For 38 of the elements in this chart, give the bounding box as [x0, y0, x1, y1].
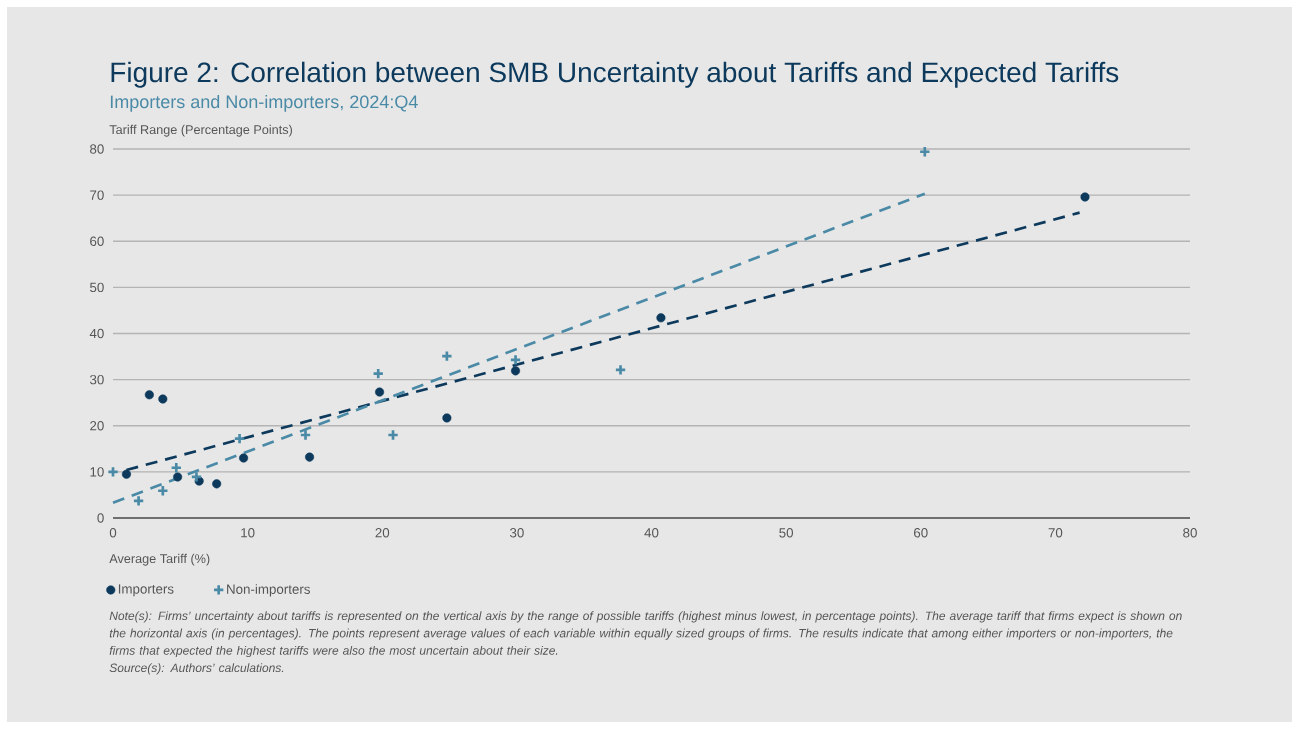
point: [656, 313, 666, 323]
x-tick-label: 80: [1183, 528, 1197, 538]
x-tick-label: 30: [509, 528, 524, 538]
y-tick-label: 20: [90, 421, 104, 431]
legend-label: Non-importers: [227, 584, 310, 597]
y-tick-label: 30: [89, 374, 104, 385]
point: [442, 413, 452, 423]
y-tick-label: 50: [90, 282, 104, 293]
point: [511, 366, 521, 376]
y-tick-label: 0: [97, 513, 104, 523]
x-tick-label: 10: [241, 528, 255, 538]
y-tick-label: 60: [90, 236, 104, 246]
x-tick-label: 40: [644, 528, 659, 538]
legend-label: Importers: [118, 584, 174, 597]
point: [212, 479, 222, 489]
x-axis-title: Average Tariff (%): [109, 553, 210, 566]
x-tick-label: 20: [375, 528, 390, 538]
chart-subtitle: Importers and Non-importers, 2024:Q4: [110, 94, 418, 112]
point: [239, 453, 249, 463]
x-tick-label: 0: [109, 528, 117, 538]
point: [305, 452, 315, 462]
x-tick-label: 70: [1048, 528, 1063, 538]
text: Note(s): Firms’ uncertainty about tariffs is represented on the vertical axis by the range of possible tariffs (highest minus lowest, in percentage points). The average tariff that firms expect is shown on the horizontal axis (in percentages). The points represent average values of each variable within equally sized groups of firms. The results indicate that among either importers or non-importers, the firms that expected the highest tariffs were also the most uncertain about their size.: [109, 611, 1182, 658]
x-tick-label: 50: [779, 528, 794, 538]
x-tick-label: 60: [914, 528, 928, 538]
source-note: Source(s): Authors’ calculations.: [109, 663, 284, 675]
y-tick-label: 70: [90, 190, 104, 200]
y-tick-label: 80: [90, 144, 104, 154]
y-tick-label: 40: [89, 328, 104, 339]
point: [144, 390, 154, 400]
point: [121, 469, 132, 479]
chart-title: Figure 2: Correlation between SMB Uncertainty about Tariffs and Expected Tariffs: [111, 61, 1119, 88]
point: [375, 387, 385, 397]
y-tick-label: 10: [90, 467, 104, 477]
y-axis-title: Tariff Range (Percentage Points): [109, 124, 292, 137]
point: [173, 472, 183, 482]
point: [158, 394, 168, 404]
point: [1080, 192, 1090, 202]
